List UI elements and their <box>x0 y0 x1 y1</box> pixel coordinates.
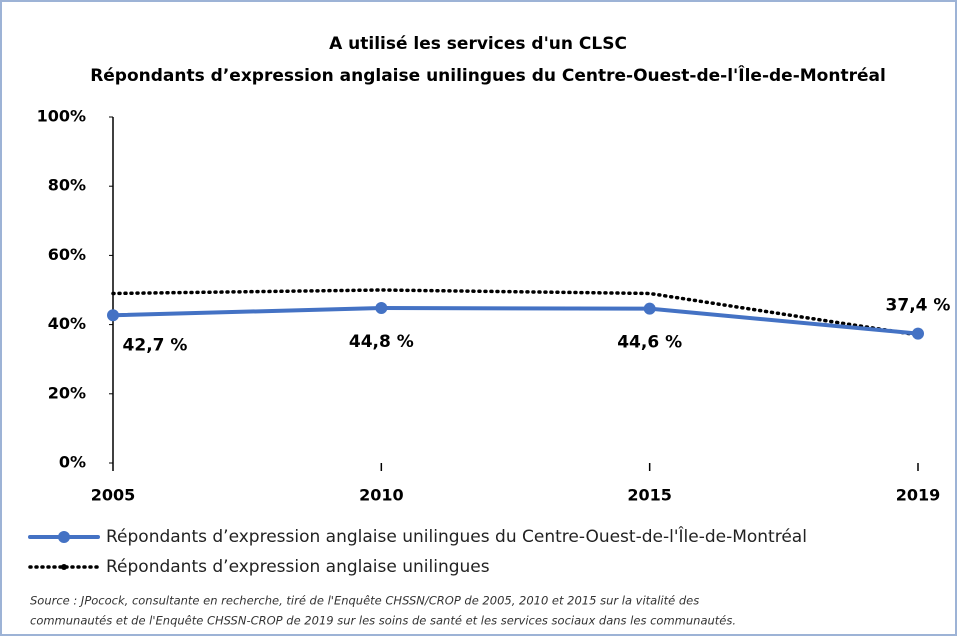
y-tick-label: 40% <box>48 314 86 333</box>
x-tick-label: 2010 <box>359 486 404 505</box>
series-line <box>111 288 920 337</box>
source: Source : JPocock, consultante en recherc… <box>30 594 699 608</box>
y-tick-label: 80% <box>48 176 86 195</box>
y-tick-label: 20% <box>48 383 86 402</box>
legend-label: Répondants d’expression anglaise uniling… <box>106 525 807 547</box>
chart-title: A utilisé les services d'un CLSC <box>329 34 627 54</box>
legend-marker <box>61 564 67 570</box>
x-tick-label: 2015 <box>627 486 672 505</box>
y-tick-label: 0% <box>59 453 86 472</box>
series-line <box>111 305 920 336</box>
data-label: 44,8 % <box>349 332 414 352</box>
marker <box>375 301 388 314</box>
x-tick-label: 2019 <box>896 486 941 505</box>
data-label: 37,4 % <box>886 296 951 316</box>
legend-label: Répondants d’expression anglaise uniling… <box>106 557 490 577</box>
marker <box>643 302 656 315</box>
legend-marker <box>58 531 70 543</box>
marker <box>912 327 924 340</box>
y-tick-label: 100% <box>37 107 86 126</box>
marker <box>107 309 119 322</box>
chart-subtitle: Répondants d’expression anglaise uniling… <box>90 64 886 86</box>
data-label: 44,6 % <box>617 333 682 353</box>
y-tick-label: 60% <box>48 245 86 264</box>
x-tick-label: 2005 <box>91 486 136 505</box>
source: communautés et de l'Enquête CHSSN-CROP d… <box>30 614 736 628</box>
data-label: 42,7 % <box>123 335 188 355</box>
